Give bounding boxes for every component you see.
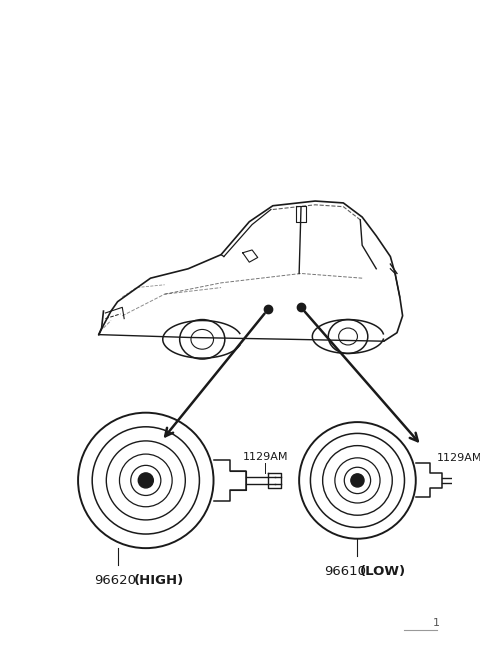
Text: 1129AM: 1129AM — [437, 453, 480, 463]
Text: 96620: 96620 — [94, 574, 136, 587]
Text: 96610: 96610 — [324, 565, 367, 578]
Text: (HIGH): (HIGH) — [133, 574, 184, 587]
Text: (LOW): (LOW) — [360, 565, 407, 578]
Text: 1: 1 — [433, 618, 440, 628]
Circle shape — [351, 474, 364, 487]
Text: 1129AM: 1129AM — [242, 451, 288, 462]
Circle shape — [138, 473, 153, 488]
